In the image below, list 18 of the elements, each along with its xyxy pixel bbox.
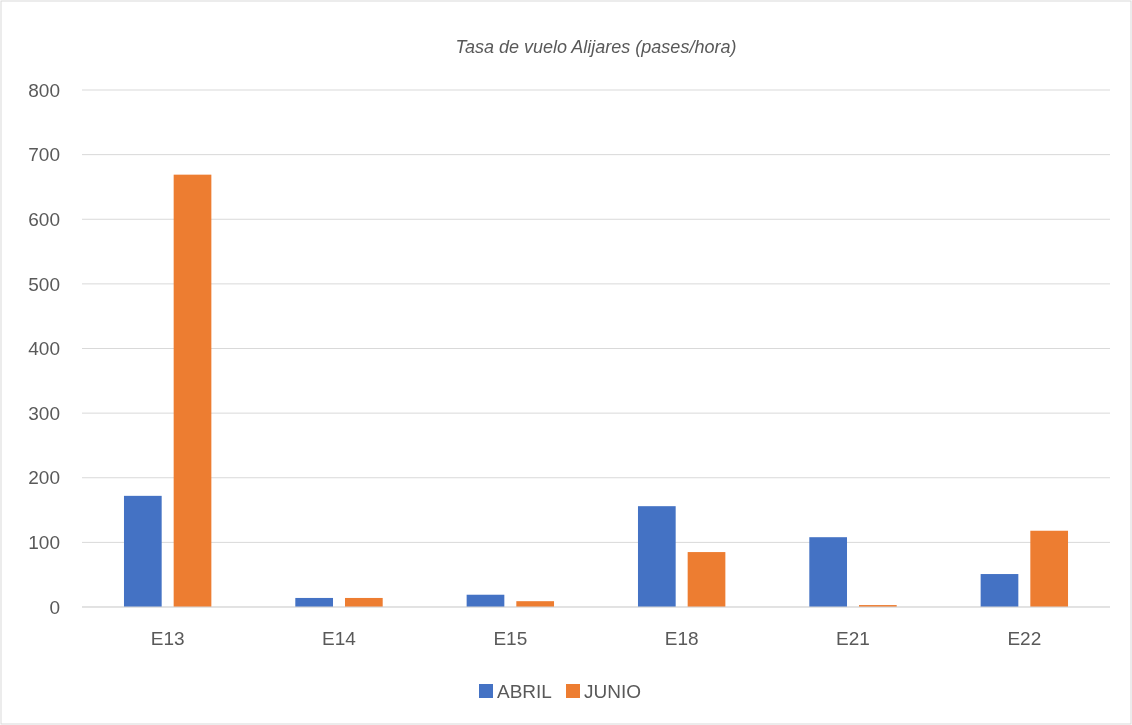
x-tick-label: E21 <box>836 628 870 649</box>
x-tick-label: E14 <box>322 628 357 649</box>
y-tick-label: 700 <box>28 144 60 166</box>
y-tick-label: 0 <box>49 596 60 618</box>
y-tick-label: 200 <box>28 467 60 489</box>
y-tick-label: 100 <box>28 532 60 554</box>
y-tick-label: 600 <box>28 208 60 230</box>
x-tick-label: E22 <box>1007 628 1042 649</box>
y-tick-label: 800 <box>28 79 60 101</box>
chart-title: Tasa de vuelo Alijares (pases/hora) <box>455 37 737 57</box>
x-tick-label: E18 <box>664 628 699 649</box>
x-tick-label: E15 <box>493 628 528 649</box>
y-tick-label: 400 <box>28 338 60 360</box>
y-tick-label: 500 <box>28 273 60 295</box>
legend-label: ABRIL <box>497 680 552 702</box>
y-tick-label: 300 <box>28 402 60 424</box>
legend-label: JUNIO <box>584 680 641 702</box>
x-tick-label: E13 <box>150 628 185 649</box>
